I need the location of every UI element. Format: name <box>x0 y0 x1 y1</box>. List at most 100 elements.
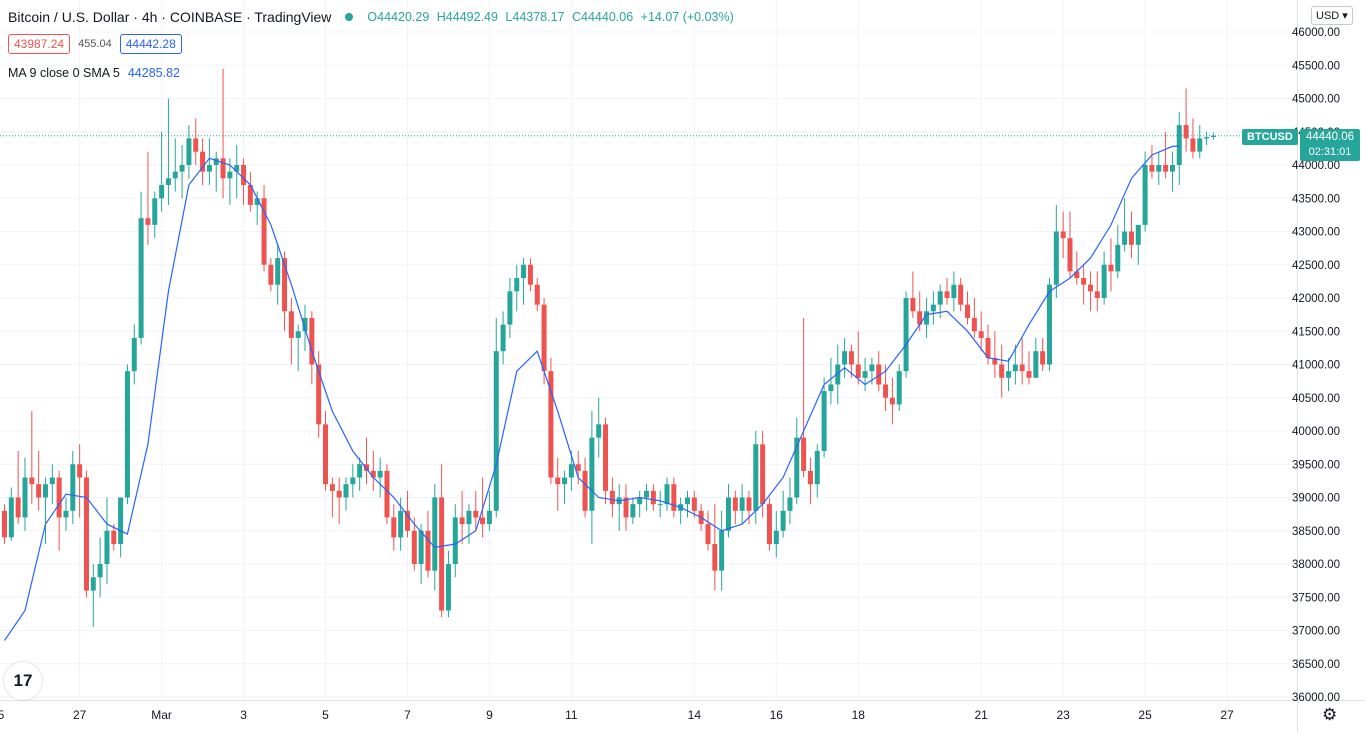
candle-body[interactable] <box>1108 264 1114 272</box>
candle-body[interactable] <box>336 490 342 498</box>
candle-body[interactable] <box>596 424 602 438</box>
candle-body[interactable] <box>814 450 820 485</box>
candle-body[interactable] <box>876 364 882 385</box>
candle-body[interactable] <box>411 530 417 564</box>
candle-body[interactable] <box>363 464 369 471</box>
candle-body[interactable] <box>77 464 83 478</box>
candle-body[interactable] <box>213 158 219 165</box>
candle-body[interactable] <box>200 151 206 172</box>
candle-body[interactable] <box>418 530 424 564</box>
candle-body[interactable] <box>15 497 21 518</box>
candle-body[interactable] <box>70 464 76 511</box>
candle-body[interactable] <box>1019 364 1025 372</box>
candle-body[interactable] <box>835 364 841 385</box>
candle-body[interactable] <box>780 510 786 531</box>
tradingview-logo-icon[interactable]: 17 <box>4 662 42 700</box>
candle-body[interactable] <box>227 171 233 179</box>
candle-body[interactable] <box>691 497 697 511</box>
candle-body[interactable] <box>459 517 465 525</box>
candle-body[interactable] <box>978 331 984 338</box>
candle-body[interactable] <box>582 470 588 511</box>
candle-body[interactable] <box>944 291 950 298</box>
candle-body[interactable] <box>29 477 35 485</box>
candle-body[interactable] <box>90 577 96 591</box>
candle-body[interactable] <box>165 178 171 185</box>
candle-body[interactable] <box>719 530 725 571</box>
candle-body[interactable] <box>145 218 151 225</box>
candle-body[interactable] <box>370 470 376 478</box>
candle-body[interactable] <box>924 311 930 325</box>
candle-body[interactable] <box>869 364 875 372</box>
candle-body[interactable] <box>705 524 711 545</box>
candle-body[interactable] <box>118 497 124 545</box>
candle-body[interactable] <box>644 490 650 498</box>
candle-body[interactable] <box>254 198 260 205</box>
candle-body[interactable] <box>1156 165 1162 172</box>
candle-body[interactable] <box>725 497 731 531</box>
candle-body[interactable] <box>889 397 895 405</box>
candle-body[interactable] <box>83 477 89 591</box>
candle-body[interactable] <box>131 337 137 372</box>
candle-body[interactable] <box>766 504 772 545</box>
candle-body[interactable] <box>985 337 991 358</box>
candle-body[interactable] <box>295 331 301 338</box>
candle-body[interactable] <box>1183 125 1189 139</box>
candle-body[interactable] <box>193 138 199 152</box>
candle-body[interactable] <box>1040 351 1046 365</box>
candle-body[interactable] <box>206 165 212 172</box>
candle-body[interactable] <box>787 497 793 511</box>
candle-body[interactable] <box>329 484 335 491</box>
candle-body[interactable] <box>1060 231 1066 239</box>
candle-body[interactable] <box>500 324 506 352</box>
candle-body[interactable] <box>493 351 499 511</box>
candle-body[interactable] <box>1006 371 1012 378</box>
candle-body[interactable] <box>937 291 943 305</box>
candle-body[interactable] <box>384 470 390 518</box>
candle-body[interactable] <box>323 424 329 485</box>
candle-body[interactable] <box>432 497 438 571</box>
candle-body[interactable] <box>1012 364 1018 372</box>
candle-body[interactable] <box>398 510 404 538</box>
candle-body[interactable] <box>1087 284 1093 292</box>
candle-body[interactable] <box>637 497 643 505</box>
candle-body[interactable] <box>445 564 451 611</box>
candle-body[interactable] <box>234 165 240 172</box>
candle-body[interactable] <box>1033 351 1039 378</box>
candle-body[interactable] <box>56 477 62 518</box>
candle-body[interactable] <box>1142 165 1148 225</box>
candle-body[interactable] <box>357 464 363 478</box>
candle-body[interactable] <box>807 470 813 485</box>
candle-body[interactable] <box>534 284 540 305</box>
candle-body[interactable] <box>541 304 547 372</box>
candle-body[interactable] <box>473 510 479 518</box>
candle-body[interactable] <box>439 497 445 611</box>
candle-body[interactable] <box>794 437 800 498</box>
candle-body[interactable] <box>562 477 568 485</box>
sell-price-button[interactable]: 43987.24 <box>8 34 71 54</box>
candle-body[interactable] <box>377 470 383 478</box>
candle-body[interactable] <box>971 317 977 332</box>
candle-body[interactable] <box>1094 291 1100 298</box>
candle-body[interactable] <box>22 477 28 518</box>
buy-price-button[interactable]: 44442.28 <box>119 34 182 54</box>
candle-body[interactable] <box>760 444 766 505</box>
candle-body[interactable] <box>527 264 533 285</box>
candle-body[interactable] <box>753 444 759 511</box>
candle-body[interactable] <box>514 278 520 292</box>
ma-line-series[interactable] <box>4 145 1180 641</box>
candle-body[interactable] <box>350 477 356 485</box>
candle-body[interactable] <box>220 158 226 179</box>
candle-body[interactable] <box>685 497 690 505</box>
candle-body[interactable] <box>575 464 581 471</box>
candle-body[interactable] <box>548 371 554 478</box>
candle-body[interactable] <box>1115 244 1121 272</box>
currency-select[interactable]: USD ▾ <box>1311 6 1353 25</box>
candle-body[interactable] <box>999 364 1005 378</box>
candle-body[interactable] <box>343 484 349 498</box>
candle-body[interactable] <box>917 311 923 325</box>
candle-body[interactable] <box>42 484 48 498</box>
indicator-label[interactable]: MA 9 close 0 SMA 5 <box>8 66 120 80</box>
candle-body[interactable] <box>111 530 117 545</box>
candle-body[interactable] <box>1197 138 1203 152</box>
